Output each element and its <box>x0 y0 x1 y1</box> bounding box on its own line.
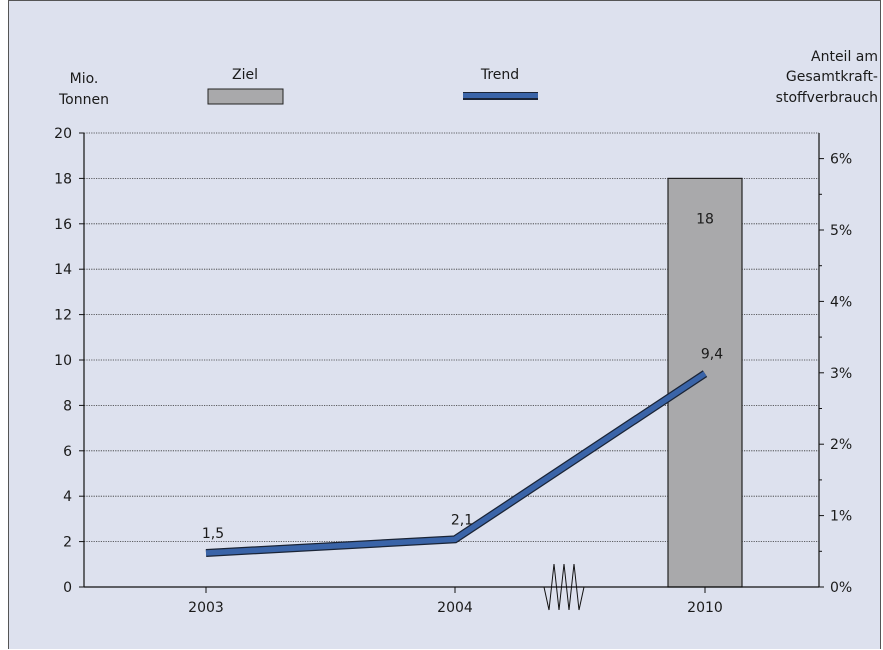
y-tick-label: 8 <box>63 398 72 414</box>
legend-label-ziel: Ziel <box>232 67 258 83</box>
trend-line <box>205 371 707 556</box>
axis-break-zigzag <box>543 563 585 611</box>
y-tick-label: 2 <box>63 535 72 551</box>
left-axis-title-line1: Mio. <box>70 71 99 87</box>
y2-tick-label: 0% <box>830 580 852 596</box>
y-tick-label: 14 <box>54 262 72 278</box>
y-tick-label: 4 <box>63 489 72 505</box>
line-series-trend <box>205 370 708 557</box>
y2-tick-label: 2% <box>830 437 852 453</box>
chart-svg: Mio. Tonnen Anteil am Gesamtkraft- stoff… <box>54 49 878 616</box>
y2-tick-label: 6% <box>830 152 852 168</box>
y2-tick-label: 4% <box>830 294 852 310</box>
x-tick-label: 2004 <box>437 600 473 616</box>
legend-swatch-trend <box>463 93 538 98</box>
y-tick-label: 18 <box>54 171 72 187</box>
axes: 0 2 4 6 8 10 12 14 16 18 20 0% 1% 2% 3% 4% 5% 6% 2003 2004 2… <box>54 126 852 616</box>
y2-tick-label: 5% <box>830 223 852 239</box>
right-axis-title-line3: stoffverbrauch <box>776 90 878 106</box>
legend-swatch-ziel <box>207 88 284 105</box>
y-tick-label: 6 <box>63 444 72 460</box>
gridlines <box>84 132 819 542</box>
y-tick-label: 0 <box>63 580 72 596</box>
right-axis-title-line1: Anteil am <box>811 49 878 65</box>
y-tick-label: 10 <box>54 353 72 369</box>
bar-2010 <box>667 177 743 588</box>
x-tick-label: 2003 <box>188 600 224 616</box>
data-labels: 18 1,5 2,1 9,4 <box>202 211 723 542</box>
y2-tick-label: 3% <box>830 366 852 382</box>
right-axis-title-line2: Gesamtkraft- <box>786 69 878 85</box>
left-axis-title-line2: Tonnen <box>58 92 109 108</box>
bar-value-label: 18 <box>696 211 714 227</box>
chart-frame: Mio. Tonnen Anteil am Gesamtkraft- stoff… <box>8 0 881 649</box>
y-tick-label: 16 <box>54 217 72 233</box>
y-tick-label: 20 <box>54 126 72 142</box>
legend-label-trend: Trend <box>480 67 519 83</box>
line-value-label: 2,1 <box>451 512 473 528</box>
bar-series-ziel <box>667 177 743 588</box>
line-value-label: 9,4 <box>701 347 723 363</box>
y-tick-label: 12 <box>54 308 72 324</box>
y2-tick-label: 1% <box>830 509 852 525</box>
line-value-label: 1,5 <box>202 526 224 542</box>
x-tick-label: 2010 <box>687 600 723 616</box>
